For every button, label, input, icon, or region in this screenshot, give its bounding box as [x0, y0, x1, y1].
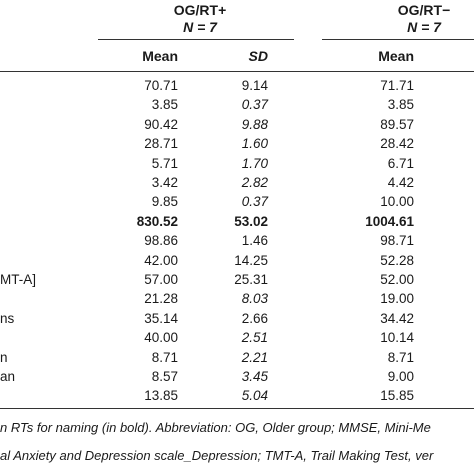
cell-mean-1: 3.42: [151, 175, 178, 190]
table-row: MT-A] 57.00 25.31 52.00: [0, 272, 474, 291]
cell-mean-2: 9.00: [387, 369, 414, 384]
cell-sd-1: 1.60: [241, 136, 268, 152]
cell-sd-1: 0.37: [241, 194, 268, 210]
table-row: an 8.57 3.45 9.00: [0, 369, 474, 388]
table-row: 90.42 9.88 89.57: [0, 117, 474, 136]
cell-mean-1: 9.85: [151, 194, 178, 210]
cell-mean-2: 15.85: [380, 388, 414, 404]
cell-mean-2: 3.85: [387, 97, 414, 113]
table-row: 13.85 5.04 15.85: [0, 388, 474, 407]
cell-sd-1: 1.46: [241, 233, 268, 249]
cell-mean-1: 35.14: [144, 310, 178, 326]
row-label: n: [0, 349, 8, 365]
cell-mean-2: 1004.61: [365, 213, 414, 229]
cell-sd-1: 3.45: [241, 369, 268, 384]
cell-sd-1: 2.66: [241, 310, 268, 326]
footnote-line-1: n RTs for naming (in bold). Abbreviation…: [0, 420, 431, 435]
cell-mean-1: 8.57: [151, 369, 178, 384]
cell-sd-1: 9.88: [241, 116, 268, 132]
row-label: an: [0, 369, 16, 384]
cell-sd-1: 8.03: [241, 291, 268, 307]
cell-mean-1: 28.71: [144, 136, 178, 152]
cell-sd-1: 14.25: [234, 252, 268, 268]
cell-mean-2: 71.71: [380, 78, 414, 93]
cell-mean-2: 10.00: [380, 194, 414, 210]
cell-sd-1: 2.82: [241, 175, 268, 190]
table-row: 70.71 9.14 71.71: [0, 78, 474, 97]
header-rule: [0, 71, 474, 72]
cell-mean-2: 19.00: [380, 291, 414, 307]
cell-sd-1: 2.51: [241, 330, 268, 346]
table-row: 42.00 14.25 52.28: [0, 253, 474, 272]
column-header-mean-2: Mean: [378, 48, 414, 64]
table-row: 3.42 2.82 4.42: [0, 175, 474, 194]
cell-mean-2: 10.14: [380, 330, 414, 346]
cell-mean-2: 4.42: [387, 175, 414, 190]
cell-sd-1: 9.14: [241, 78, 268, 93]
cell-mean-1: 13.85: [144, 388, 178, 404]
cell-mean-1: 90.42: [144, 116, 178, 132]
table-row: n 8.71 2.21 8.71: [0, 350, 474, 369]
column-header-sd-1: SD: [248, 48, 268, 64]
footnote-line-2: al Anxiety and Depression scale_Depressi…: [0, 448, 434, 463]
table-row: 5.71 1.70 6.71: [0, 156, 474, 175]
cell-mean-2: 52.00: [380, 272, 414, 287]
group-n: N = 7: [407, 19, 441, 35]
cell-mean-2: 34.42: [380, 310, 414, 326]
table-row: 28.71 1.60 28.42: [0, 136, 474, 155]
group-rule-rt-plus: [98, 39, 294, 40]
cell-mean-1: 98.86: [144, 233, 178, 249]
cell-sd-1: 53.02: [234, 213, 268, 229]
cell-sd-1: 5.04: [241, 388, 268, 404]
row-label: MT-A]: [0, 272, 36, 287]
cell-sd-1: 2.21: [241, 349, 268, 365]
group-header-rt-plus: OG/RT+ N = 7: [150, 2, 250, 36]
table-row: 40.00 2.51 10.14: [0, 330, 474, 349]
cell-mean-1: 830.52: [136, 213, 178, 229]
table-row: 830.52 53.02 1004.61: [0, 214, 474, 233]
table-row: 3.85 0.37 3.85: [0, 97, 474, 116]
cell-mean-2: 52.28: [380, 252, 414, 268]
group-rule-rt-minus: [322, 39, 474, 40]
cell-mean-2: 98.71: [380, 233, 414, 249]
cell-mean-2: 6.71: [387, 155, 414, 171]
cell-sd-1: 25.31: [234, 272, 268, 287]
cell-mean-1: 3.85: [151, 97, 178, 113]
cell-mean-2: 89.57: [380, 116, 414, 132]
cell-mean-2: 8.71: [387, 349, 414, 365]
cell-mean-1: 40.00: [144, 330, 178, 346]
table-row: 9.85 0.37 10.00: [0, 194, 474, 213]
table-row: ns 35.14 2.66 34.42: [0, 311, 474, 330]
cell-sd-1: 0.37: [241, 97, 268, 113]
row-label: ns: [0, 310, 15, 326]
table-row: 21.28 8.03 19.00: [0, 291, 474, 310]
cell-sd-1: 1.70: [241, 155, 268, 171]
cell-mean-1: 57.00: [144, 272, 178, 287]
cell-mean-1: 42.00: [144, 252, 178, 268]
group-title: OG/RT−: [397, 2, 451, 18]
cell-mean-1: 70.71: [144, 78, 178, 93]
cell-mean-1: 21.28: [144, 291, 178, 307]
cell-mean-1: 8.71: [151, 349, 178, 365]
bottom-rule: [0, 408, 474, 409]
cell-mean-2: 28.42: [380, 136, 414, 152]
table-row: 98.86 1.46 98.71: [0, 233, 474, 252]
column-header-mean-1: Mean: [142, 48, 178, 64]
group-header-rt-minus: OG/RT− N = 7: [374, 2, 474, 36]
group-title: OG/RT+: [173, 2, 227, 18]
group-n: N = 7: [183, 19, 217, 35]
cell-mean-1: 5.71: [151, 155, 178, 171]
